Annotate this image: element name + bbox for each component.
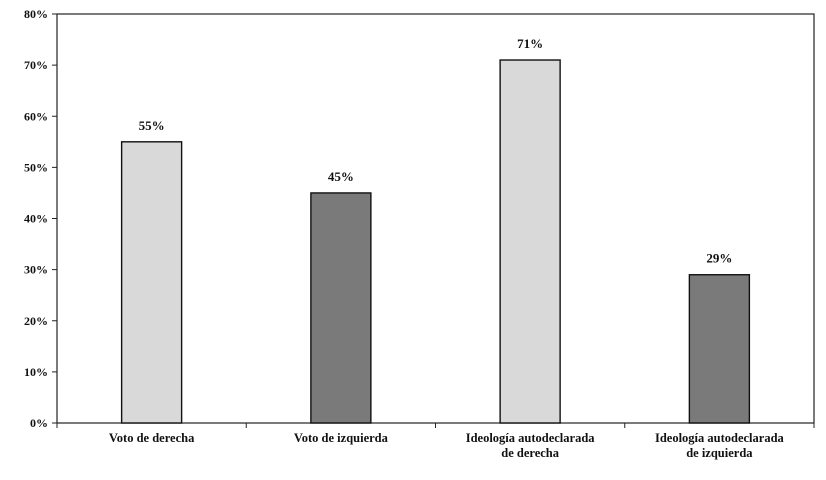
x-tick-label-line: Ideología autodeclarada [466, 431, 596, 445]
y-tick-label: 0% [30, 416, 48, 430]
y-tick-label: 60% [24, 109, 48, 123]
bar [310, 192, 372, 424]
bar [120, 141, 183, 424]
y-tick-label: 70% [24, 58, 48, 72]
y-tick-label: 10% [24, 365, 48, 379]
y-tick-label: 50% [24, 160, 48, 174]
x-tick-label-line: Voto de izquierda [294, 431, 389, 445]
labels-layer: 55% Voto de derecha 45% Voto de izquierda 71… [109, 36, 785, 460]
x-tick-label: Voto de izquierda [294, 431, 389, 445]
data-label: 29% [706, 251, 732, 266]
x-tick-label-line: Voto de derecha [109, 431, 195, 445]
y-tick-label: 40% [24, 212, 48, 226]
y-tick-label: 80% [24, 7, 48, 21]
bar [688, 274, 751, 424]
data-label: 45% [328, 169, 354, 184]
bars-layer [120, 59, 751, 424]
x-tick-label-line: de izquierda [686, 446, 753, 460]
x-tick-label-line: Ideología autodeclarada [655, 431, 785, 445]
axes-layer: 0% 10% 20% 30% 40% 50% 60% 70% 80% [24, 7, 815, 430]
x-tick-label: Ideología autodeclarada de derecha [466, 431, 596, 460]
bar [499, 59, 561, 424]
data-label: 55% [139, 118, 165, 133]
x-tick-label: Ideología autodeclarada de izquierda [655, 431, 785, 460]
data-label: 71% [517, 36, 543, 51]
y-tick-label: 20% [24, 314, 48, 328]
x-tick-label: Voto de derecha [109, 431, 195, 445]
y-tick-label: 30% [24, 263, 48, 277]
x-tick-label-line: de derecha [501, 446, 559, 460]
